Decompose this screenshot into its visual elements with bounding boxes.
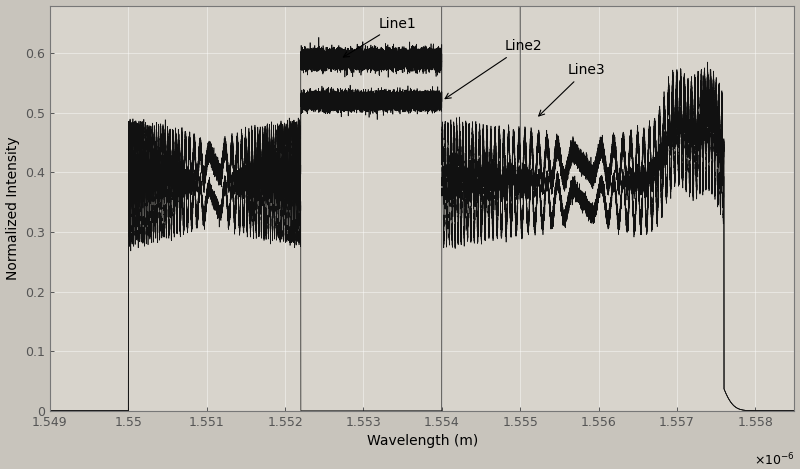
Text: $\times\mathregular{10^{-6}}$: $\times\mathregular{10^{-6}}$ [754, 451, 794, 468]
Text: Line3: Line3 [538, 63, 605, 116]
X-axis label: Wavelength (m): Wavelength (m) [366, 434, 478, 448]
Text: Line2: Line2 [445, 39, 542, 98]
Text: Line1: Line1 [343, 16, 417, 57]
Y-axis label: Normalized Intensity: Normalized Intensity [6, 136, 19, 280]
